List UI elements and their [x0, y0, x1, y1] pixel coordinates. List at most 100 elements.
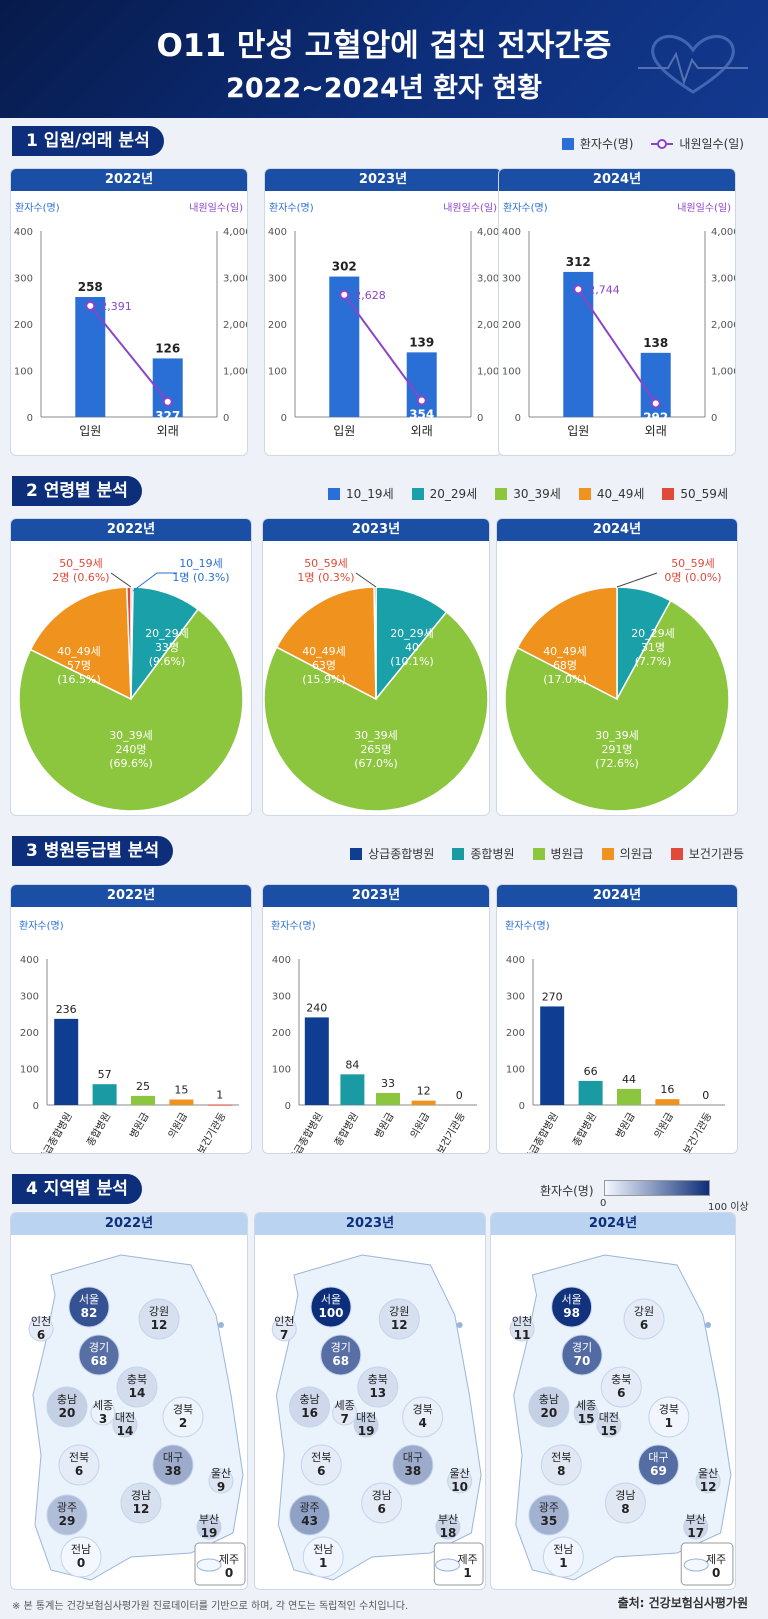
region-value-label: 6	[317, 1464, 325, 1478]
y-axis-label: 환자수(명)	[19, 920, 64, 932]
region-value-label: 2	[179, 1416, 187, 1430]
region-shape	[58, 1444, 100, 1486]
region-shape	[46, 1386, 88, 1428]
bar-value-label: 25	[136, 1080, 150, 1093]
panel-year-label: 2024년	[497, 885, 737, 907]
region-panel-2023년: 2023년 서울 100 인천 7 경기 68 강원 12 충북 13 충남 16 세종 7 대전 19 경북 4 전…	[254, 1212, 486, 1590]
y-tick-label: 100	[506, 1065, 525, 1076]
panel-year-label: 2022년	[11, 169, 247, 191]
region-name-label: 울산	[450, 1467, 470, 1480]
y-tick-label: 400	[272, 955, 291, 966]
region-name-label: 전북	[551, 1451, 571, 1464]
y-axis-label: 환자수(명)	[271, 920, 316, 932]
region-shape	[435, 1558, 461, 1572]
pie-slice-label: 40	[405, 641, 419, 654]
region-shape	[302, 1536, 344, 1578]
y2-tick-label: 1,000	[711, 367, 735, 378]
pie-slice-label: 30_39세	[595, 729, 639, 742]
region-value-label: 4	[418, 1416, 426, 1430]
region-shape	[138, 1298, 180, 1340]
y-tick-label: 100	[14, 367, 33, 378]
y2-tick-label: 4,000	[711, 227, 735, 238]
map-scale-label: 환자수(명)	[540, 1184, 594, 1198]
region-name-label: 경기	[572, 1341, 592, 1354]
y-tick-label: 100	[272, 1065, 291, 1076]
region-shape	[289, 1494, 331, 1536]
region-value-label: 18	[440, 1526, 457, 1540]
legend-swatch	[561, 137, 574, 150]
region-shape	[542, 1536, 584, 1578]
line-point	[162, 396, 173, 407]
pie-slice-label: (17.0%)	[543, 673, 587, 686]
age-legend-item: 40_49세	[578, 485, 644, 502]
y-tick-label: 300	[506, 992, 525, 1003]
region-panel-2022년: 2022년 서울 82 인천 6 경기 68 강원 12 충북 14 충남 20 세종 3 대전 14 경북 2 전북…	[10, 1212, 248, 1590]
age-legend-item: 50_59세	[662, 485, 728, 502]
pie-slice-label: (16.5%)	[57, 673, 101, 686]
x-tick-label: 상급종합병원	[523, 1111, 561, 1154]
legend-swatch	[532, 847, 545, 860]
y2-tick-label: 0	[711, 413, 717, 424]
pie-slice-label: (69.6%)	[109, 757, 153, 770]
region-shape	[528, 1494, 570, 1536]
region-name-label: 충북	[611, 1373, 631, 1386]
region-value-label: 82	[81, 1306, 98, 1320]
y-axis-label: 환자수(명)	[15, 202, 60, 214]
region-value-label: 13	[369, 1386, 386, 1400]
x-tick-label: 상급종합병원	[37, 1111, 75, 1154]
pie-slice-label: (7.7%)	[635, 655, 672, 668]
region-name-label: 대구	[163, 1451, 183, 1464]
region-value-label: 12	[700, 1480, 717, 1494]
legend-swatch	[662, 487, 675, 500]
inout-legend-item: 환자수(명)	[561, 135, 634, 152]
region-name-label: 경북	[413, 1403, 433, 1416]
region-name-label: 세종	[93, 1399, 113, 1412]
x-tick-label: 외래	[157, 424, 179, 438]
region-value-label: 68	[91, 1354, 108, 1368]
x-tick-label: 의원급	[652, 1111, 676, 1141]
region-shape	[637, 1444, 679, 1486]
line-series	[89, 305, 169, 403]
bar-value-label: 15	[174, 1084, 188, 1097]
region-shape	[623, 1298, 665, 1340]
x-tick-label: 입원	[333, 424, 355, 438]
region-shape	[320, 1334, 362, 1376]
region-shape	[120, 1482, 162, 1524]
region-name-label: 광주	[539, 1501, 559, 1514]
region-shape	[289, 1386, 331, 1428]
region-name-label: 인천	[512, 1314, 532, 1328]
grade-legend-item: 병원급	[532, 845, 584, 862]
pie-slice	[504, 599, 730, 812]
legend-label: 환자수(명)	[579, 137, 634, 151]
region-value-label: 38	[405, 1464, 422, 1478]
region-name-label: 부산	[438, 1513, 458, 1526]
region-value-label: 15	[601, 1424, 618, 1438]
y-tick-label: 400	[268, 227, 287, 238]
region-value-label: 6	[617, 1386, 625, 1400]
region-value-label: 9	[217, 1480, 225, 1494]
region-value-label: 6	[378, 1502, 386, 1516]
x-tick-label: 입원	[79, 424, 101, 438]
y-tick-label: 200	[268, 320, 287, 331]
region-name-label: 전남	[553, 1543, 573, 1556]
y-tick-label: 0	[281, 413, 287, 424]
y2-axis-label: 내원일수(일)	[443, 202, 497, 214]
region-shape	[600, 1366, 642, 1408]
region-name-label: 부산	[199, 1513, 219, 1526]
panel-year-label: 2023년	[263, 519, 489, 541]
region-shape	[357, 1366, 399, 1408]
age-panel-2024년: 2024년 20_29세 31명 (7.7%) 30_39세 291명 (72.6%) 40_…	[496, 518, 738, 816]
legend-label: 의원급	[619, 847, 653, 861]
legend-swatch	[411, 487, 424, 500]
pie-slice	[263, 610, 489, 812]
line-series	[577, 288, 657, 404]
y-tick-label: 300	[272, 992, 291, 1003]
bar-value-label: 57	[98, 1068, 112, 1081]
leader-line	[132, 572, 177, 592]
age-panel-2022년: 2022년 20_29세 33명 (9.6%) 30_39세 240명 (69.6%) 40_…	[10, 518, 252, 816]
y-axis-label: 환자수(명)	[505, 920, 550, 932]
age-legend-item: 30_39세	[495, 485, 561, 502]
pie-slice-label: 20_29세	[145, 627, 189, 640]
region-name-label: 전남	[313, 1543, 333, 1556]
pie-slice-label: 63명	[312, 659, 336, 672]
